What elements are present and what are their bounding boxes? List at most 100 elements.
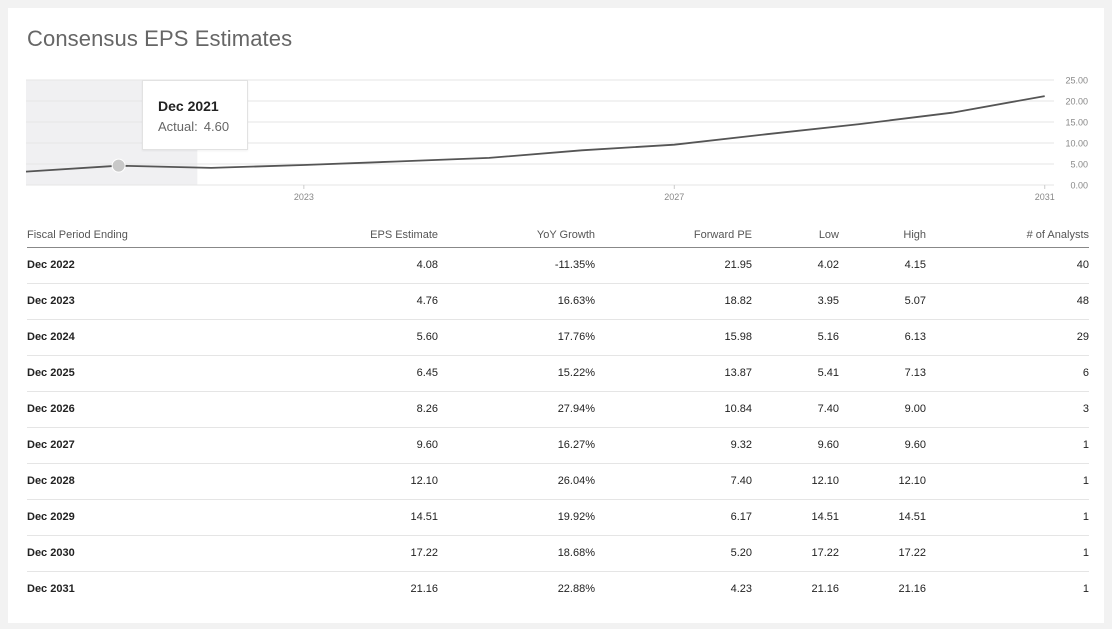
eps-data-point [394, 159, 399, 164]
row-analysts: 6 [1082, 367, 1089, 379]
row-forward-pe: 18.82 [724, 295, 752, 307]
row-yoy-growth: 19.92% [557, 511, 595, 523]
eps-chart-container[interactable]: 0.00 5.00 10.00 15.00 20.00 25.00 2023 2027 2031… [8, 8, 1104, 223]
row-yoy-growth: 27.94% [557, 403, 595, 415]
tooltip-date: Dec 2021 [158, 98, 219, 114]
y-tick-label: 15.00 [1065, 118, 1088, 128]
row-analysts: 1 [1082, 511, 1089, 523]
eps-data-point [579, 148, 584, 153]
table-row: Dec 2024 5.60 17.76% 15.98 5.16 6.13 29 [27, 320, 1089, 356]
row-period: Dec 2030 [27, 547, 75, 559]
table-row: Dec 2029 14.51 19.92% 6.17 14.51 14.51 1 [27, 500, 1089, 536]
row-eps-estimate: 5.60 [416, 331, 438, 343]
row-high: 12.10 [898, 475, 926, 487]
row-low: 17.22 [811, 547, 839, 559]
row-low: 5.41 [817, 367, 839, 379]
row-analysts: 29 [1076, 331, 1089, 343]
table-body: Dec 2022 4.08 -11.35% 21.95 4.02 4.15 40 Dec 20… [27, 248, 1089, 607]
row-yoy-growth: 17.76% [557, 331, 595, 343]
row-high: 7.13 [904, 367, 926, 379]
eps-estimates-card: Consensus EPS Estimates 0.00 5.00 10.00 15.… [8, 8, 1104, 623]
row-forward-pe: 6.17 [730, 511, 752, 523]
header-high[interactable]: High [903, 229, 926, 241]
row-high: 17.22 [898, 547, 926, 559]
row-low: 12.10 [811, 475, 839, 487]
table-row: Dec 2023 4.76 16.63% 18.82 3.95 5.07 48 [27, 284, 1089, 320]
row-eps-estimate: 4.76 [416, 295, 438, 307]
table-row: Dec 2031 21.16 22.88% 4.23 21.16 21.16 1 [27, 572, 1089, 607]
header-low[interactable]: Low [818, 229, 839, 241]
row-high: 21.16 [898, 583, 926, 595]
row-forward-pe: 21.95 [724, 259, 752, 271]
header-yoy-growth[interactable]: YoY Growth [536, 229, 595, 241]
row-period: Dec 2029 [27, 511, 75, 523]
row-eps-estimate: 9.60 [416, 439, 438, 451]
y-tick-label: 20.00 [1065, 97, 1088, 107]
row-analysts: 3 [1082, 403, 1089, 415]
row-high: 9.60 [904, 439, 926, 451]
tooltip-value: 4.60 [203, 119, 230, 134]
tooltip-label: Actual: [158, 119, 198, 134]
row-low: 9.60 [817, 439, 839, 451]
eps-data-point [301, 163, 306, 168]
header-forward-pe[interactable]: Forward PE [693, 229, 752, 241]
eps-data-point [764, 132, 769, 137]
row-yoy-growth: 15.22% [557, 367, 595, 379]
row-period: Dec 2031 [27, 583, 75, 595]
eps-estimates-table: Fiscal Period Ending EPS Estimate YoY Gr… [27, 223, 1089, 607]
header-period[interactable]: Fiscal Period Ending [27, 229, 128, 241]
row-forward-pe: 15.98 [724, 331, 752, 343]
row-low: 5.16 [817, 331, 839, 343]
x-tick-label: 2027 [664, 192, 684, 202]
eps-data-point [857, 122, 862, 127]
y-tick-label: 0.00 [1070, 181, 1088, 191]
row-period: Dec 2024 [27, 331, 75, 343]
row-period: Dec 2028 [27, 475, 75, 487]
row-low: 3.95 [817, 295, 839, 307]
y-tick-label: 5.00 [1070, 160, 1088, 170]
table-row: Dec 2025 6.45 15.22% 13.87 5.41 7.13 6 [27, 356, 1089, 392]
row-eps-estimate: 8.26 [416, 403, 438, 415]
header-eps-estimate[interactable]: EPS Estimate [370, 229, 438, 241]
row-eps-estimate: 12.10 [410, 475, 438, 487]
table-row: Dec 2022 4.08 -11.35% 21.95 4.02 4.15 40 [27, 248, 1089, 284]
x-tick-label: 2031 [1035, 192, 1055, 202]
table-row: Dec 2028 12.10 26.04% 7.40 12.10 12.10 1 [27, 464, 1089, 500]
row-forward-pe: 13.87 [724, 367, 752, 379]
eps-data-point [209, 165, 214, 170]
row-high: 6.13 [904, 331, 926, 343]
row-analysts: 1 [1082, 547, 1089, 559]
row-low: 4.02 [817, 259, 839, 271]
row-period: Dec 2025 [27, 367, 75, 379]
row-eps-estimate: 14.51 [410, 511, 438, 523]
row-yoy-growth: 26.04% [557, 475, 595, 487]
row-analysts: 1 [1082, 475, 1089, 487]
table-header-row: Fiscal Period Ending EPS Estimate YoY Gr… [27, 223, 1089, 248]
row-eps-estimate: 21.16 [410, 583, 438, 595]
row-yoy-growth: 16.63% [557, 295, 595, 307]
row-low: 14.51 [811, 511, 839, 523]
chart-tooltip: Dec 2021 Actual: 4.60 [142, 80, 248, 150]
eps-data-point [950, 110, 955, 115]
row-period: Dec 2027 [27, 439, 75, 451]
x-tick-label: 2023 [294, 192, 314, 202]
row-low: 21.16 [811, 583, 839, 595]
table-row: Dec 2030 17.22 18.68% 5.20 17.22 17.22 1 [27, 536, 1089, 572]
row-period: Dec 2026 [27, 403, 75, 415]
tooltip-value-row: Actual: 4.60 [158, 119, 229, 134]
y-tick-label: 25.00 [1065, 76, 1088, 86]
table-row: Dec 2027 9.60 16.27% 9.32 9.60 9.60 1 [27, 428, 1089, 464]
eps-data-point [24, 169, 29, 174]
row-high: 4.15 [904, 259, 926, 271]
row-yoy-growth: 18.68% [557, 547, 595, 559]
eps-series-line [25, 95, 1045, 173]
row-eps-estimate: 6.45 [416, 367, 438, 379]
row-yoy-growth: 16.27% [557, 439, 595, 451]
row-high: 5.07 [904, 295, 926, 307]
row-analysts: 1 [1082, 583, 1089, 595]
header-analysts[interactable]: # of Analysts [1026, 229, 1089, 241]
row-analysts: 48 [1076, 295, 1089, 307]
row-high: 9.00 [904, 403, 926, 415]
row-forward-pe: 9.32 [730, 439, 752, 451]
row-yoy-growth: -11.35% [554, 259, 595, 271]
